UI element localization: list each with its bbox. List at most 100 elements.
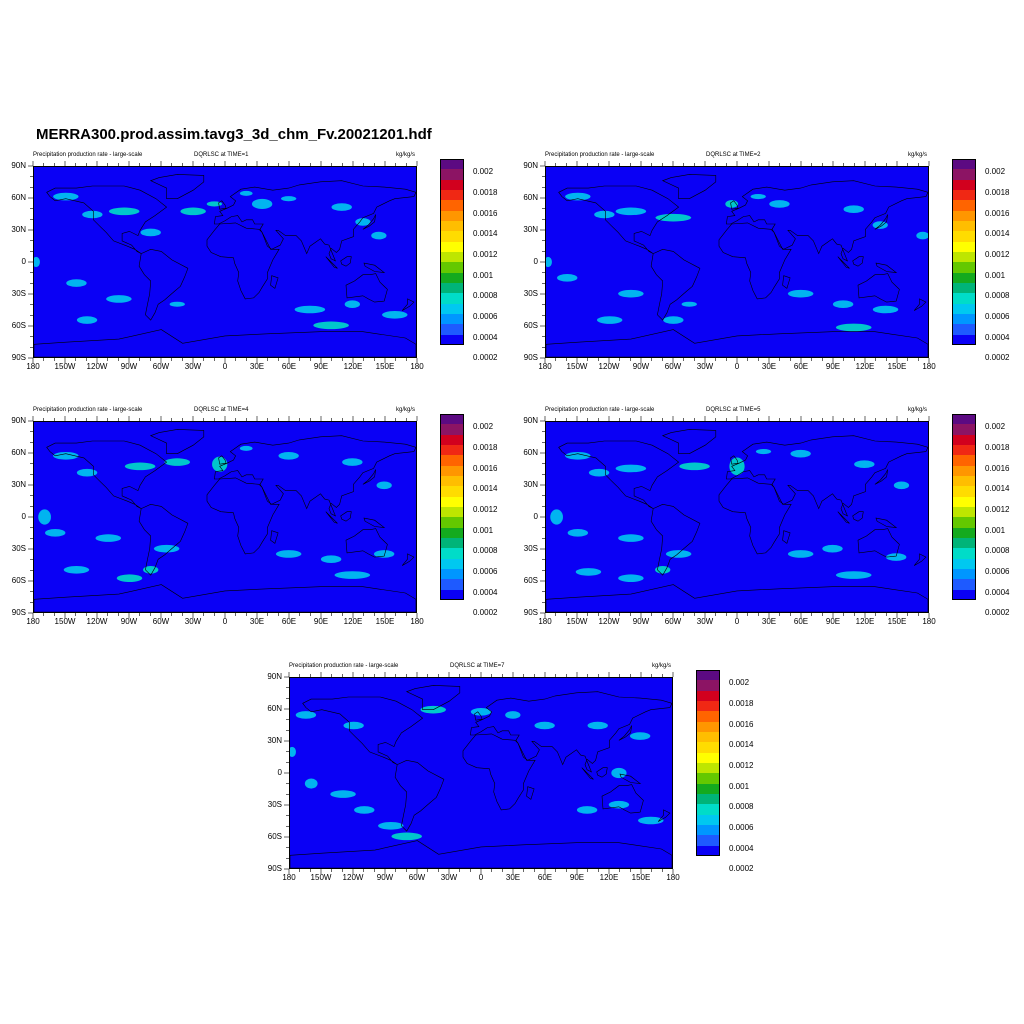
lon-tick-label: 30W [696,617,714,626]
precip-cell [206,201,223,207]
precip-cell [251,198,273,210]
precip-cell [169,301,185,307]
colorbar-label: 0.0016 [473,463,498,473]
precipitation-map [34,174,416,357]
precip-cell [587,721,608,730]
lat-tick-label: 30S [523,289,538,298]
lon-tick-label: 60W [152,617,170,626]
precip-cell [885,553,907,561]
colorbar-label: 0.0002 [473,353,498,363]
precip-cell [371,231,387,240]
coastline [302,696,424,765]
colorbar-label: 0.0008 [729,802,754,812]
precip-cell [557,274,578,282]
precip-cell [76,468,98,477]
precip-cell [893,481,910,490]
coastline [138,248,189,321]
lon-tick-label: 150W [54,617,76,626]
coastline [661,429,717,455]
colorbar [952,159,976,345]
colorbar-label: 0.0012 [473,505,498,514]
axis-ticks [28,161,418,363]
colorbar-label: 0.0014 [985,229,1010,239]
coastline [718,222,792,300]
coastline [149,174,205,200]
precip-cell [576,806,598,814]
coastline [138,503,189,576]
lon-tick-label: 90W [120,362,138,371]
precip-cell [822,544,843,553]
coastline [401,298,415,311]
lat-tick-label: 90S [11,608,26,617]
colorbar-label: 0.0014 [473,484,498,494]
time-label: DQRLSC at TIME=2 [706,152,761,158]
lat-tick-label: 30S [11,289,26,298]
precip-cell [790,449,811,458]
coastline [394,759,445,832]
lat-tick-label: 30N [267,736,282,745]
precip-cell [281,196,297,202]
coastline [857,273,900,303]
lon-tick-label: 30E [761,617,777,626]
precip-cell [575,568,602,576]
variable-description: Precipitation production rate - large-sc… [33,152,143,158]
coastline [875,517,898,529]
precip-cell [164,458,190,466]
lon-tick-label: 120W [342,873,364,882]
precipitation-map [546,429,928,612]
axis-ticks [540,416,930,618]
precip-cell [382,310,408,319]
lat-tick-label: 90N [267,672,282,681]
precip-cell [681,301,697,307]
lat-tick-label: 0 [533,257,538,266]
colorbar [440,159,464,345]
precip-cell [611,767,627,779]
units-label: kg/kg/s [908,407,928,413]
precip-cell [594,210,615,219]
lon-tick-label: 180 [26,617,40,626]
lon-tick-label: 30E [249,617,265,626]
lon-tick-label: 180 [666,873,680,882]
coastline [363,262,386,274]
colorbar-label: 0.0002 [473,608,498,618]
precip-cell [180,207,206,216]
coastline [726,180,928,262]
lon-tick-label: 30W [696,362,714,371]
precipitation-map [546,174,928,357]
coastline [726,435,928,517]
coastline [345,273,388,303]
colorbar-label: 0.002 [473,167,494,177]
precip-cell [618,574,644,583]
lon-tick-label: 30W [440,873,458,882]
colorbar-label: 0.0016 [473,208,498,218]
coastline [874,214,888,230]
coastline [619,773,642,785]
lon-tick-label: 90E [569,873,585,882]
coastline [718,477,792,555]
colorbar-label: 0.001 [729,781,750,791]
precip-cell [295,711,317,719]
lon-tick-label: 180 [922,617,936,626]
lon-tick-label: 150E [375,362,395,371]
variable-description: Precipitation production rate - large-sc… [545,407,655,413]
precip-cell [629,732,651,740]
coastline [650,248,701,321]
lon-tick-label: 90W [632,362,650,371]
precip-cell [615,464,647,473]
coastline [290,840,672,868]
precip-cell [354,806,375,814]
coastline [546,329,928,357]
precip-cell [843,205,864,214]
units-label: kg/kg/s [652,663,672,669]
lon-tick-label: 90E [313,362,329,371]
precip-cell [373,550,395,558]
precip-cell [313,321,349,330]
precip-cell [106,295,132,303]
precip-cell [82,210,103,219]
colorbar-label: 0.001 [985,270,1006,280]
colorbar-label: 0.0012 [473,250,498,259]
colorbar-label: 0.0006 [473,312,498,321]
lat-tick-label: 90N [11,161,26,170]
precip-cell [832,300,854,309]
precip-cell [916,231,928,240]
